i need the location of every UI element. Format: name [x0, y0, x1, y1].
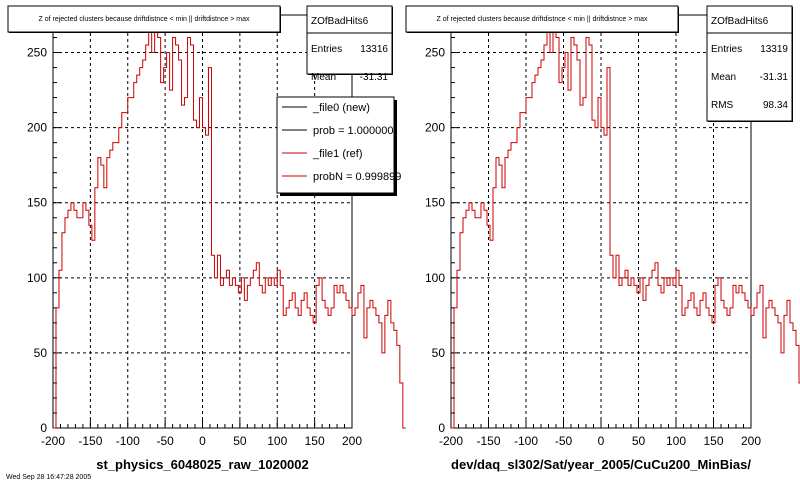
x-tick-label: 0 [199, 434, 206, 448]
y-tick-label: 250 [27, 46, 47, 60]
x-tick-label: 150 [703, 434, 723, 448]
stats-row-value: 13316 [360, 44, 388, 55]
x-tick-label: 100 [267, 434, 287, 448]
legend-entry: _file0 (new) [312, 102, 370, 114]
histogram-series-line [451, 14, 800, 429]
y-tick-label: 250 [425, 46, 445, 60]
stats-row-value: -31.31 [360, 72, 389, 83]
x-tick-label: -100 [116, 434, 140, 448]
x-tick-label: 0 [598, 434, 605, 448]
x-tick-label: -50 [156, 434, 174, 448]
stats-row-value: 13319 [760, 44, 788, 55]
stats-box [706, 5, 793, 122]
histogram-panel-1: -200 -150 -100 -50 0 50 100 150 200 0 50 100 150 200 2… [7, 5, 406, 472]
y-tick-label: 50 [34, 346, 48, 360]
stats-box-name: ZOfBadHits6 [311, 16, 369, 27]
x-tick-label: 100 [666, 434, 686, 448]
x-tick-label: 200 [741, 434, 761, 448]
stats-row-label: RMS [711, 100, 734, 111]
histogram-panel-2: -200 -150 -100 -50 0 50 100 150 200 0 50 100 150 200 2… [405, 5, 800, 472]
x-tick-label: -100 [514, 434, 538, 448]
y-tick-label: 100 [425, 271, 445, 285]
y-tick-label: 200 [425, 121, 445, 135]
legend-entry: probN = 0.999899 [313, 171, 401, 183]
title-box [405, 5, 679, 33]
x-tick-label: -150 [78, 434, 102, 448]
histogram-series-line [53, 14, 406, 429]
stats-row-value: -31.31 [760, 72, 789, 83]
legend-box [276, 96, 395, 194]
x-tick-label: -150 [476, 434, 500, 448]
x-tick-label: -200 [41, 434, 65, 448]
y-tick-label: 0 [438, 421, 445, 435]
y-tick-label: 50 [432, 346, 446, 360]
y-tick-label: 150 [425, 196, 445, 210]
x-tick-label: 150 [305, 434, 325, 448]
stats-row-value: 98.34 [763, 100, 788, 111]
stats-box-name: ZOfBadHits6 [711, 16, 769, 27]
x-axis-title: st_physics_6048025_raw_1020002 [96, 457, 309, 472]
legend-entry: prob = 1.000000 [313, 125, 393, 137]
y-tick-label: 150 [27, 196, 47, 210]
stats-row-label: Mean [311, 72, 336, 83]
stats-row-label: Mean [711, 72, 736, 83]
timestamp-label: Wed Sep 28 16:47:28 2005 [6, 474, 91, 480]
y-tick-label: 0 [40, 421, 47, 435]
x-axis-title: dev/daq_sl302/Sat/year_2005/CuCu200_MinB… [451, 457, 751, 472]
x-tick-label: 200 [342, 434, 362, 448]
x-tick-label: 50 [233, 434, 247, 448]
stats-row-label: Entries [711, 44, 742, 55]
title-box [7, 5, 281, 33]
legend-entry: _file1 (ref) [312, 148, 363, 160]
plot-title: Z of rejected clusters because driftdist… [38, 16, 250, 23]
stats-box [306, 5, 393, 75]
x-tick-label: -200 [439, 434, 463, 448]
x-tick-label: 50 [632, 434, 646, 448]
x-tick-label: -50 [555, 434, 573, 448]
y-tick-label: 200 [27, 121, 47, 135]
y-tick-label: 100 [27, 271, 47, 285]
stats-row-label: Entries [311, 44, 342, 55]
plot-title: Z of rejected clusters because driftdist… [436, 16, 648, 23]
